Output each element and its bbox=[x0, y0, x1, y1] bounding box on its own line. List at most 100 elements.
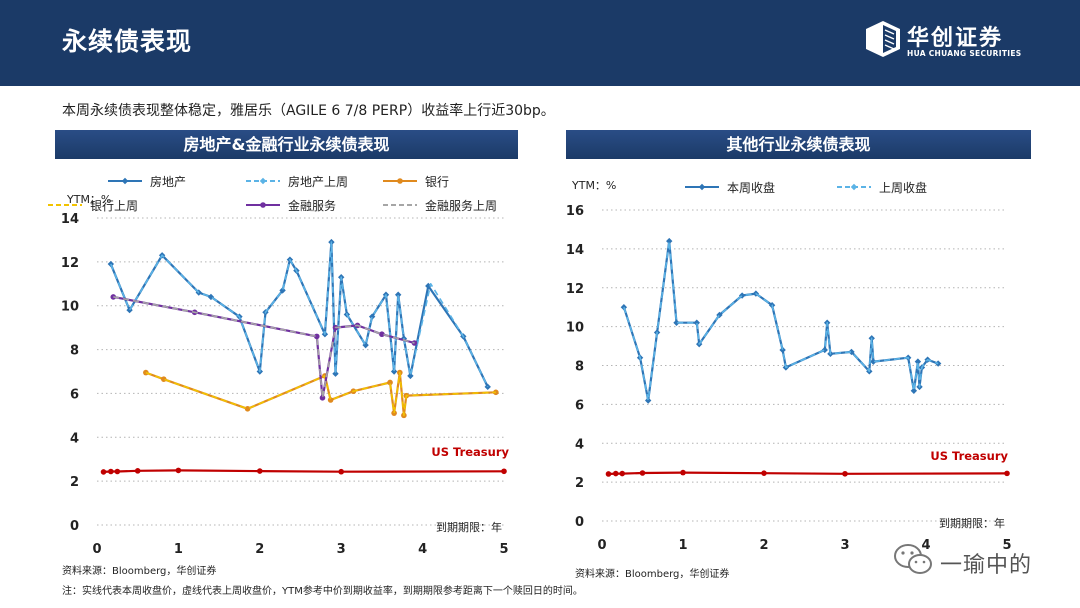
data-point bbox=[387, 379, 393, 386]
y-axis-label: YTM：% bbox=[66, 193, 111, 206]
data-point bbox=[390, 368, 398, 375]
data-point bbox=[484, 383, 491, 391]
y-tick-label: 12 bbox=[566, 282, 584, 297]
x-axis-label: 到期期限：年 bbox=[939, 516, 1005, 530]
x-tick-label: 0 bbox=[92, 542, 101, 557]
summary-text: 本周永续债表现整体稳定，雅居乐（AGILE 6 7/8 PERP）收益率上行近3… bbox=[62, 103, 555, 119]
legend-item: 银行 bbox=[383, 175, 449, 189]
data-point bbox=[910, 387, 918, 394]
data-point bbox=[394, 291, 402, 298]
y-tick-label: 0 bbox=[575, 515, 584, 530]
page-title: 永续债表现 bbox=[62, 27, 193, 56]
legend-label: 房地产 bbox=[150, 174, 186, 189]
data-point bbox=[313, 333, 320, 340]
x-tick-label: 1 bbox=[678, 538, 687, 553]
x-tick-label: 5 bbox=[499, 542, 508, 557]
legend-swatch-marker bbox=[260, 202, 266, 208]
data-point bbox=[134, 468, 141, 474]
legend-label: 银行 bbox=[425, 175, 449, 189]
series-line bbox=[109, 241, 489, 388]
series-2-group bbox=[605, 469, 1010, 477]
logo-cube-icon bbox=[866, 21, 900, 57]
page-header: 永续债表现 华创证券 HUA CHUANG SECURITIES bbox=[0, 0, 1080, 86]
us-treasury-label: US Treasury bbox=[431, 445, 509, 459]
data-point bbox=[257, 468, 263, 474]
x-tick-label: 2 bbox=[759, 538, 768, 553]
wechat-icon bbox=[894, 544, 932, 574]
data-point bbox=[619, 470, 626, 477]
legend-item: 银行上周 bbox=[48, 199, 138, 213]
brand-logo: 华创证券 HUA CHUANG SECURITIES bbox=[865, 20, 1025, 64]
series-5-group bbox=[113, 296, 415, 399]
y-tick-label: 12 bbox=[61, 256, 79, 271]
y-tick-label: 10 bbox=[61, 300, 79, 315]
legend-item: 金融服务上周 bbox=[383, 198, 497, 213]
legend-swatch-marker bbox=[698, 183, 706, 191]
y-axis-label: YTM：% bbox=[571, 179, 616, 192]
legend-swatch-marker bbox=[397, 178, 403, 184]
footnote: 注：实线代表本周收盘价，虚线代表上周收盘价，YTM参考中价到期收益率，到期期限参… bbox=[62, 586, 583, 597]
legend-label: 上周收盘 bbox=[879, 180, 927, 195]
x-tick-label: 4 bbox=[418, 542, 427, 557]
data-point bbox=[338, 468, 345, 475]
y-tick-label: 2 bbox=[575, 476, 584, 491]
legend-swatch-marker bbox=[121, 177, 129, 185]
data-point bbox=[244, 405, 251, 412]
data-point bbox=[761, 470, 767, 476]
data-point bbox=[327, 397, 334, 403]
logo-english-name: HUA CHUANG SECURITIES bbox=[907, 49, 1022, 58]
data-point bbox=[680, 469, 686, 476]
series-line bbox=[113, 296, 415, 399]
x-tick-label: 2 bbox=[255, 542, 264, 557]
data-point bbox=[620, 303, 628, 311]
us-treasury-label: US Treasury bbox=[930, 449, 1008, 463]
y-tick-label: 16 bbox=[566, 204, 584, 219]
y-tick-label: 10 bbox=[566, 321, 584, 336]
legend-item: 房地产 bbox=[108, 174, 186, 189]
legend-label: 房地产上周 bbox=[288, 174, 348, 189]
x-tick-label: 0 bbox=[597, 538, 606, 553]
series-1-group bbox=[110, 241, 489, 388]
data-point bbox=[639, 470, 646, 476]
series-4-group bbox=[110, 294, 418, 401]
series-line bbox=[608, 471, 1008, 476]
data-point bbox=[114, 468, 121, 475]
y-tick-label: 2 bbox=[70, 475, 79, 490]
data-point bbox=[379, 331, 385, 338]
data-point bbox=[160, 376, 167, 382]
data-point bbox=[848, 348, 855, 356]
x-tick-label: 3 bbox=[840, 538, 849, 553]
series-line bbox=[110, 241, 489, 388]
y-tick-label: 6 bbox=[70, 387, 79, 402]
data-point bbox=[175, 467, 182, 474]
series-6-group bbox=[100, 467, 507, 475]
y-tick-label: 14 bbox=[61, 212, 79, 227]
data-point bbox=[110, 294, 117, 300]
legend-item: 上周收盘 bbox=[837, 180, 927, 195]
data-point bbox=[870, 358, 877, 365]
watermark-text: 一瑜中的 bbox=[940, 553, 1033, 578]
series-line bbox=[145, 371, 496, 417]
legend-swatch-marker bbox=[850, 183, 858, 191]
data-point bbox=[126, 306, 133, 314]
right-panel-title: 其他行业永续债表现 bbox=[566, 130, 1031, 159]
x-axis-label: 到期期限：年 bbox=[436, 520, 502, 534]
data-point bbox=[779, 346, 786, 354]
logo-chinese-name: 华创证券 bbox=[907, 26, 1004, 51]
data-point bbox=[108, 468, 114, 475]
legend-item: 金融服务 bbox=[246, 198, 336, 213]
data-point bbox=[279, 287, 286, 294]
series-line bbox=[623, 240, 939, 402]
series-1-group bbox=[623, 240, 939, 402]
legend-label: 金融服务 bbox=[288, 198, 336, 213]
watermark: 一瑜中的 bbox=[893, 542, 1053, 582]
series-line bbox=[103, 469, 505, 473]
x-tick-label: 4 bbox=[921, 538, 930, 553]
left-panel-title: 房地产&金融行业永续债表现 bbox=[55, 130, 518, 159]
y-tick-label: 8 bbox=[70, 344, 79, 359]
data-point bbox=[107, 260, 115, 268]
data-point bbox=[391, 410, 397, 416]
data-point bbox=[821, 346, 828, 354]
